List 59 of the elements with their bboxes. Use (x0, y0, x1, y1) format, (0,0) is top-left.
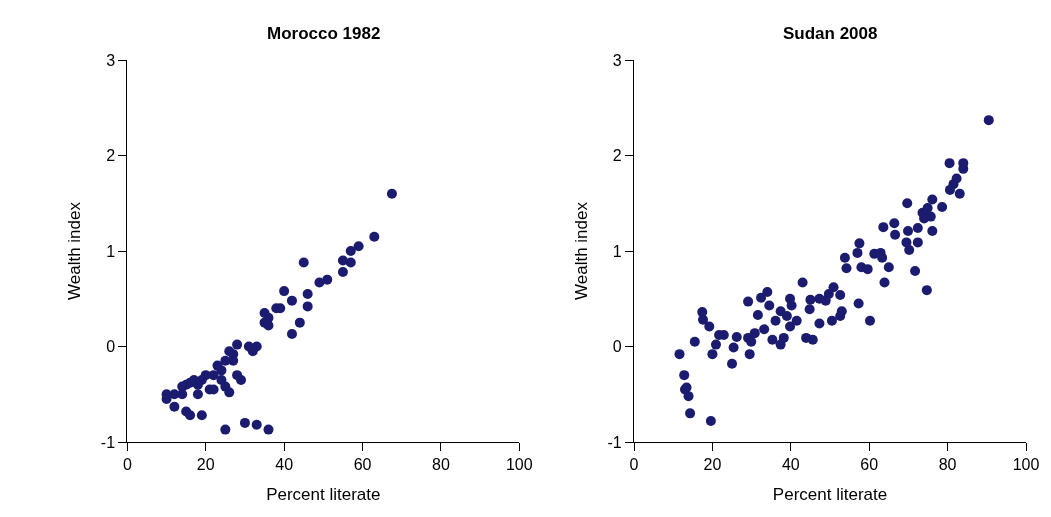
y-tick-label: 2 (106, 147, 116, 165)
point (353, 241, 364, 252)
point (224, 346, 235, 357)
point (279, 286, 290, 297)
x-tick-label: 60 (860, 456, 879, 474)
point (302, 301, 313, 312)
x-tick-label: 100 (1012, 456, 1040, 474)
x-axis-title: Percent literate (772, 484, 888, 504)
point (337, 267, 348, 278)
y-axis-title: Wealth index (572, 201, 592, 300)
point (216, 374, 227, 385)
x-tick-label: 40 (781, 456, 800, 474)
x-tick-label: 100 (505, 456, 533, 474)
point (185, 410, 196, 421)
y-tick-label: -1 (607, 433, 622, 451)
chart-title: Sudan 2008 (783, 24, 878, 43)
point (196, 410, 207, 421)
point (239, 417, 250, 428)
x-tick-label: 80 (938, 456, 957, 474)
point (314, 277, 325, 288)
x-tick-label: 80 (432, 456, 450, 474)
y-tick-label: 1 (106, 242, 116, 260)
y-tick-label: 1 (612, 242, 622, 260)
x-tick-label: 20 (703, 456, 722, 474)
x-tick-label: 40 (275, 456, 294, 474)
point (294, 317, 305, 328)
point (369, 231, 380, 242)
point (286, 295, 297, 306)
x-axis-title: Percent literate (266, 484, 381, 504)
y-tick-label: 0 (106, 338, 116, 356)
chart-title: Morocco 1982 (267, 24, 381, 43)
point (286, 329, 297, 340)
point (263, 312, 274, 323)
point (298, 257, 309, 268)
point (224, 387, 235, 398)
point (251, 419, 262, 430)
point (212, 360, 223, 371)
point (192, 389, 203, 400)
y-tick-label: 3 (612, 51, 622, 69)
point (220, 424, 231, 435)
y-tick-label: -1 (100, 433, 116, 451)
y-tick-label: 0 (612, 338, 622, 356)
point (386, 188, 397, 199)
point (169, 401, 180, 412)
point (345, 257, 356, 268)
x-tick-label: 0 (629, 456, 639, 474)
x-tick-label: 20 (196, 456, 215, 474)
y-tick-label: 3 (106, 51, 116, 69)
point (263, 424, 274, 435)
y-axis-title: Wealth index (65, 201, 85, 300)
point (236, 374, 247, 385)
point (322, 274, 333, 285)
point (232, 339, 243, 350)
x-tick-label: 0 (122, 456, 132, 474)
x-tick-label: 60 (353, 456, 372, 474)
point (243, 341, 254, 352)
y-tick-label: 2 (612, 147, 622, 165)
point (302, 288, 313, 299)
point (345, 246, 356, 256)
